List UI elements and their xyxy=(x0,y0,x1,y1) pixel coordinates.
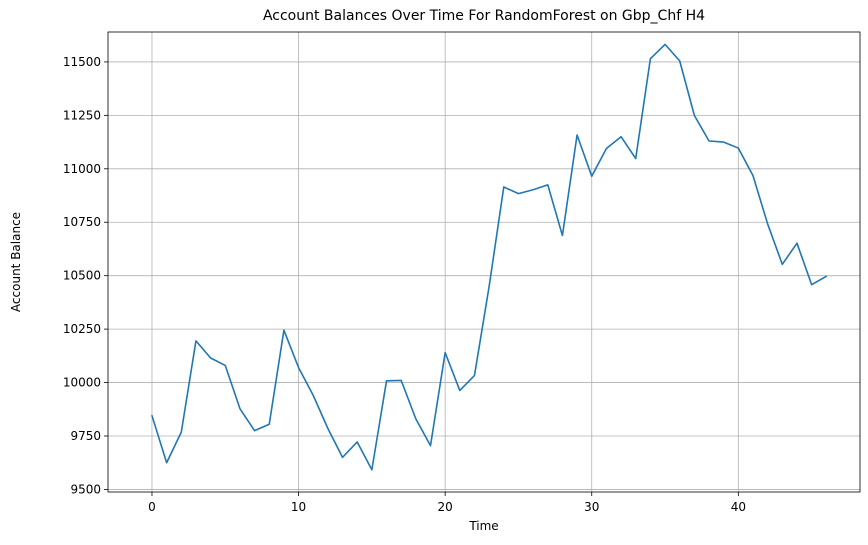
y-tick-label: 9500 xyxy=(70,482,101,496)
grid-layer xyxy=(108,32,860,492)
y-tick-label: 11500 xyxy=(63,55,101,69)
y-tick-label: 9750 xyxy=(70,429,101,443)
y-tick-label: 11250 xyxy=(63,108,101,122)
x-tick-label: 40 xyxy=(731,500,746,514)
x-tick-label: 0 xyxy=(148,500,156,514)
y-tick-label: 11000 xyxy=(63,162,101,176)
x-tick-label: 10 xyxy=(291,500,306,514)
y-tick-label: 10750 xyxy=(63,215,101,229)
y-axis-label: Account Balance xyxy=(9,212,23,312)
series-line xyxy=(151,43,828,471)
x-axis-label: Time xyxy=(468,519,498,533)
y-tick-label: 10250 xyxy=(63,322,101,336)
x-tick-label: 20 xyxy=(438,500,453,514)
chart-title: Account Balances Over Time For RandomFor… xyxy=(263,8,705,24)
x-tick-label: 30 xyxy=(584,500,599,514)
tick-layer: 0 10 20 30 40 9500 9750 10000 10250 10500 10750 110… xyxy=(63,55,746,514)
y-tick-label: 10000 xyxy=(63,376,101,390)
series-layer xyxy=(151,43,828,471)
plot-frame xyxy=(107,31,861,493)
y-tick-label: 10500 xyxy=(63,269,101,283)
